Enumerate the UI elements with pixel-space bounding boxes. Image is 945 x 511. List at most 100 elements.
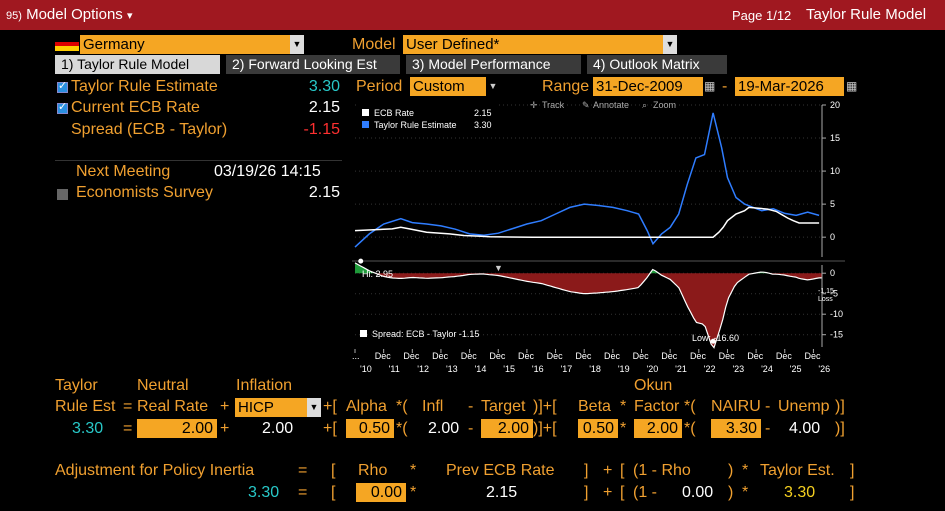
last-value-label: -1.15 <box>818 288 834 295</box>
chevron-down-icon: ▾ <box>126 10 133 22</box>
taylor-rule-line <box>354 112 820 248</box>
x-month-label: Dec <box>633 351 650 361</box>
formula-star: * <box>620 420 627 437</box>
x-year-label: '13 <box>446 364 458 374</box>
inertia-lbracket2: [ <box>620 484 625 501</box>
tab-forward-looking-est[interactable]: 2) Forward Looking Est <box>226 55 400 74</box>
factor-input[interactable]: 2.00 <box>634 419 682 438</box>
legend-ecb-value: 2.15 <box>474 108 492 118</box>
y-tick-label: -10 <box>830 309 843 319</box>
inertia-rbracket: ] <box>584 462 589 479</box>
chevron-down-icon[interactable]: ▼ <box>494 263 503 273</box>
taylor-estimate-checkbox[interactable] <box>57 79 68 93</box>
legend-taylor-value: 3.30 <box>474 120 492 130</box>
x-month-label: Dec <box>489 351 506 361</box>
tab-model-performance[interactable]: 3) Model Performance <box>406 55 581 74</box>
formula-okun-word: Okun <box>634 377 673 394</box>
calendar-icon[interactable]: ▦ <box>846 79 858 93</box>
inflation-value: 2.00 <box>262 420 294 437</box>
track-button[interactable]: Track <box>542 100 565 110</box>
formula-star-paren: *( <box>684 398 696 415</box>
inertia-plus: + <box>603 484 613 501</box>
low-label: Low: -16.60 <box>692 333 739 343</box>
spread-line <box>354 262 822 349</box>
chevron-down-icon[interactable]: ▼ <box>290 35 304 54</box>
period-select[interactable]: Custom <box>410 77 486 96</box>
range-end-input[interactable]: 19-Mar-2026 <box>735 77 844 96</box>
y-tick-label: 20 <box>830 100 840 110</box>
y-tick-label: 5 <box>830 199 835 209</box>
real-rate-input[interactable]: 2.00 <box>137 419 217 438</box>
inertia-taylor-est: Taylor Est. <box>760 462 835 479</box>
infl-value: 2.00 <box>428 420 460 437</box>
formula-plus-bracket: +[ <box>323 420 337 437</box>
inertia-label: Adjustment for Policy Inertia <box>55 462 255 479</box>
legend-taylor-label: Taylor Rule Estimate <box>374 120 457 130</box>
formula-plus-bracket: +[ <box>323 398 337 415</box>
nairu-input[interactable]: 3.30 <box>711 419 761 438</box>
inertia-lbracket: [ <box>331 462 336 479</box>
country-select[interactable]: Germany <box>80 35 290 54</box>
x-year-label: '11 <box>389 364 400 374</box>
last-value-sub: Loss <box>818 296 833 303</box>
formula-inflation-word: Inflation <box>236 377 293 394</box>
ecb-rate-label: Current ECB Rate <box>71 99 200 116</box>
survey-value: 2.15 <box>308 184 340 201</box>
x-month-label: Dec <box>575 351 592 361</box>
model-select[interactable]: User Defined* <box>403 35 663 54</box>
inertia-rbracket: ] <box>584 484 589 501</box>
x-month-label: Dec <box>518 351 535 361</box>
ecb-rate-value: 2.15 <box>308 99 340 116</box>
x-year-label: '15 <box>503 364 515 374</box>
zoom-icon[interactable]: ⌕ <box>642 100 647 110</box>
range-start-input[interactable]: 31-Dec-2009 <box>593 77 703 96</box>
formula-minus: - <box>765 398 771 415</box>
inertia-rbracket2: ] <box>850 484 855 501</box>
formula-star: *( <box>396 398 408 415</box>
calendar-icon[interactable]: ▦ <box>704 79 716 93</box>
formula-minus: - <box>468 398 474 415</box>
menu-label: Model Options <box>26 6 123 23</box>
inertia-star2: * <box>742 484 749 501</box>
low-marker <box>710 338 716 344</box>
formula-minus: - <box>765 420 771 437</box>
inertia-lbracket: [ <box>331 484 336 501</box>
legend-taylor-swatch <box>362 121 369 128</box>
survey-checkbox[interactable] <box>57 189 68 200</box>
annotate-icon[interactable]: ✎ <box>582 100 590 110</box>
inertia-star: * <box>410 484 417 501</box>
x-year-label: '25 <box>790 364 802 374</box>
germany-flag-icon <box>55 37 79 51</box>
inertia-rbracket2: ] <box>850 462 855 479</box>
target-input[interactable]: 2.00 <box>481 419 533 438</box>
tab-taylor-rule-model[interactable]: 1) Taylor Rule Model <box>55 55 220 74</box>
chevron-down-icon[interactable]: ▼ <box>486 77 500 96</box>
spread-negative-area <box>355 273 822 348</box>
inertia-star2: * <box>742 462 749 479</box>
beta-input[interactable]: 0.50 <box>578 419 618 438</box>
formula-unemp: Unemp <box>778 398 830 415</box>
model-options-menu[interactable]: 95) Model Options ▾ <box>6 6 133 23</box>
x-year-label: '10 <box>360 364 372 374</box>
chevron-down-icon[interactable]: ▼ <box>663 35 677 54</box>
track-icon[interactable]: ✛ <box>530 100 538 110</box>
formula-star: *( <box>396 420 408 437</box>
alpha-input[interactable]: 0.50 <box>346 419 394 438</box>
inertia-taylor-value: 3.30 <box>784 484 816 501</box>
formula-result-value: 3.30 <box>72 420 104 437</box>
x-month-label: Dec <box>690 351 707 361</box>
x-month-label: Dec <box>805 351 822 361</box>
rho-input[interactable]: 0.00 <box>356 483 406 502</box>
tab-outlook-matrix[interactable]: 4) Outlook Matrix <box>587 55 727 74</box>
y-tick-label: 10 <box>830 166 840 176</box>
formula-star-paren: *( <box>684 420 696 437</box>
taylor-chart[interactable]: 20 15 10 5 0 0 -5 -10 -15 '10 '11 '12 '13 '14 '15 '16 '… <box>352 97 845 377</box>
annotate-button[interactable]: Annotate <box>593 100 629 110</box>
inflation-measure-select[interactable]: HICP <box>235 398 307 417</box>
x-month-label: Dec <box>375 351 392 361</box>
ecb-rate-checkbox[interactable] <box>57 100 68 114</box>
y-tick-label: 15 <box>830 133 840 143</box>
chevron-down-icon[interactable]: ▼ <box>307 398 321 417</box>
zoom-button[interactable]: Zoom <box>653 100 676 110</box>
inertia-one-minus: (1 - <box>633 484 657 501</box>
